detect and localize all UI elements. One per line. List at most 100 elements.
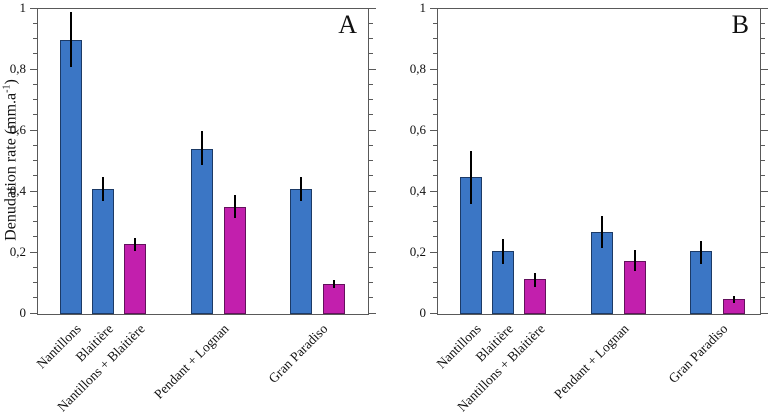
y-major-tick-right: [369, 190, 376, 192]
panel-b-plot-area: B: [437, 8, 761, 315]
y-minor-tick-right: [369, 175, 373, 177]
y-minor-tick: [433, 205, 437, 207]
y-minor-tick: [33, 175, 37, 177]
error-bar: [70, 12, 72, 67]
y-major-tick-right: [761, 129, 768, 131]
error-bar: [333, 280, 335, 289]
bar-blue: [60, 39, 82, 314]
y-major-tick: [30, 7, 37, 9]
y-major-tick-right: [761, 68, 768, 70]
y-minor-tick: [433, 114, 437, 116]
y-axis-label: Denudation rate (mm.a-1): [1, 79, 20, 241]
y-minor-tick: [33, 144, 37, 146]
error-bar: [733, 295, 735, 303]
y-minor-tick-right: [761, 175, 765, 177]
y-major-tick: [30, 190, 37, 192]
y-major-tick: [430, 312, 437, 314]
x-category-label: Nantillons: [433, 321, 484, 372]
y-minor-tick: [433, 175, 437, 177]
y-minor-tick-right: [369, 297, 373, 299]
y-major-tick-right: [369, 251, 376, 253]
y-major-tick: [430, 7, 437, 9]
y-minor-tick-right: [761, 99, 765, 100]
y-minor-tick: [33, 205, 37, 207]
y-minor-tick-right: [369, 160, 373, 161]
y-major-tick-right: [761, 251, 768, 253]
y-major-tick: [430, 68, 437, 70]
error-bar: [534, 272, 536, 287]
y-major-tick: [30, 68, 37, 70]
y-minor-tick-right: [761, 53, 765, 55]
bar-blue: [92, 188, 114, 314]
error-bar: [634, 249, 636, 272]
y-major-tick-right: [761, 7, 768, 9]
y-tick-label: 1: [19, 0, 27, 15]
y-minor-tick-right: [369, 99, 373, 100]
y-tick-label: 0,6: [9, 122, 26, 137]
y-major-tick: [30, 251, 37, 253]
y-axis-label-close: ): [2, 79, 20, 85]
y-minor-tick: [33, 22, 37, 24]
y-minor-tick-right: [369, 282, 373, 283]
y-major-tick-right: [369, 312, 376, 314]
y-minor-tick-right: [369, 83, 373, 85]
y-minor-tick: [433, 99, 437, 100]
y-major-tick-right: [761, 312, 768, 314]
y-minor-tick: [33, 114, 37, 116]
y-minor-tick-right: [761, 297, 765, 299]
y-minor-tick: [433, 22, 437, 24]
y-major-tick: [430, 190, 437, 192]
bar-magenta: [124, 243, 146, 314]
y-minor-tick: [433, 53, 437, 55]
y-minor-tick-right: [369, 266, 373, 268]
y-minor-tick: [33, 282, 37, 283]
error-bar: [502, 239, 504, 264]
y-major-tick: [30, 129, 37, 131]
error-bar: [470, 150, 472, 205]
y-minor-tick-right: [369, 38, 373, 39]
y-tick-label: 0,6: [409, 122, 426, 137]
y-minor-tick-right: [761, 221, 765, 222]
y-major-tick: [430, 129, 437, 131]
y-minor-tick: [33, 236, 37, 238]
bar-magenta: [224, 207, 246, 314]
y-major-tick: [430, 251, 437, 253]
y-tick-label: 0,4: [409, 183, 426, 198]
panel-b-label: B: [731, 10, 749, 39]
y-tick-label: 0,2: [409, 244, 426, 259]
error-bar: [700, 240, 702, 264]
y-minor-tick: [433, 160, 437, 161]
y-minor-tick-right: [369, 221, 373, 222]
y-minor-tick-right: [761, 83, 765, 85]
error-bar: [102, 176, 104, 202]
y-minor-tick: [433, 266, 437, 268]
x-category-label: Gran Paradiso: [665, 321, 731, 386]
y-minor-tick-right: [369, 114, 373, 116]
y-tick-label: 1: [419, 0, 427, 15]
y-major-tick: [30, 312, 37, 314]
y-minor-tick-right: [761, 236, 765, 238]
error-bar: [201, 131, 203, 165]
y-minor-tick: [33, 38, 37, 39]
error-bar: [601, 216, 603, 249]
y-tick-label: 0,8: [409, 61, 426, 76]
bar-blue: [191, 149, 213, 314]
y-minor-tick-right: [761, 114, 765, 116]
y-minor-tick-right: [369, 53, 373, 55]
bar-blue: [290, 188, 312, 314]
y-minor-tick: [33, 266, 37, 268]
y-minor-tick-right: [761, 160, 765, 161]
y-minor-tick-right: [761, 22, 765, 24]
error-bar: [300, 176, 302, 202]
y-tick-label: 0,4: [9, 183, 26, 198]
x-category-label: Pendant + Lognan: [150, 321, 232, 402]
y-tick-label: 0: [419, 305, 427, 320]
y-minor-tick: [33, 297, 37, 299]
y-minor-tick: [433, 83, 437, 85]
y-minor-tick: [33, 99, 37, 100]
x-category-label: Gran Paradiso: [265, 321, 331, 386]
y-minor-tick: [33, 83, 37, 85]
y-minor-tick: [433, 236, 437, 238]
y-tick-label: 0,8: [9, 61, 26, 76]
y-minor-tick-right: [761, 282, 765, 283]
